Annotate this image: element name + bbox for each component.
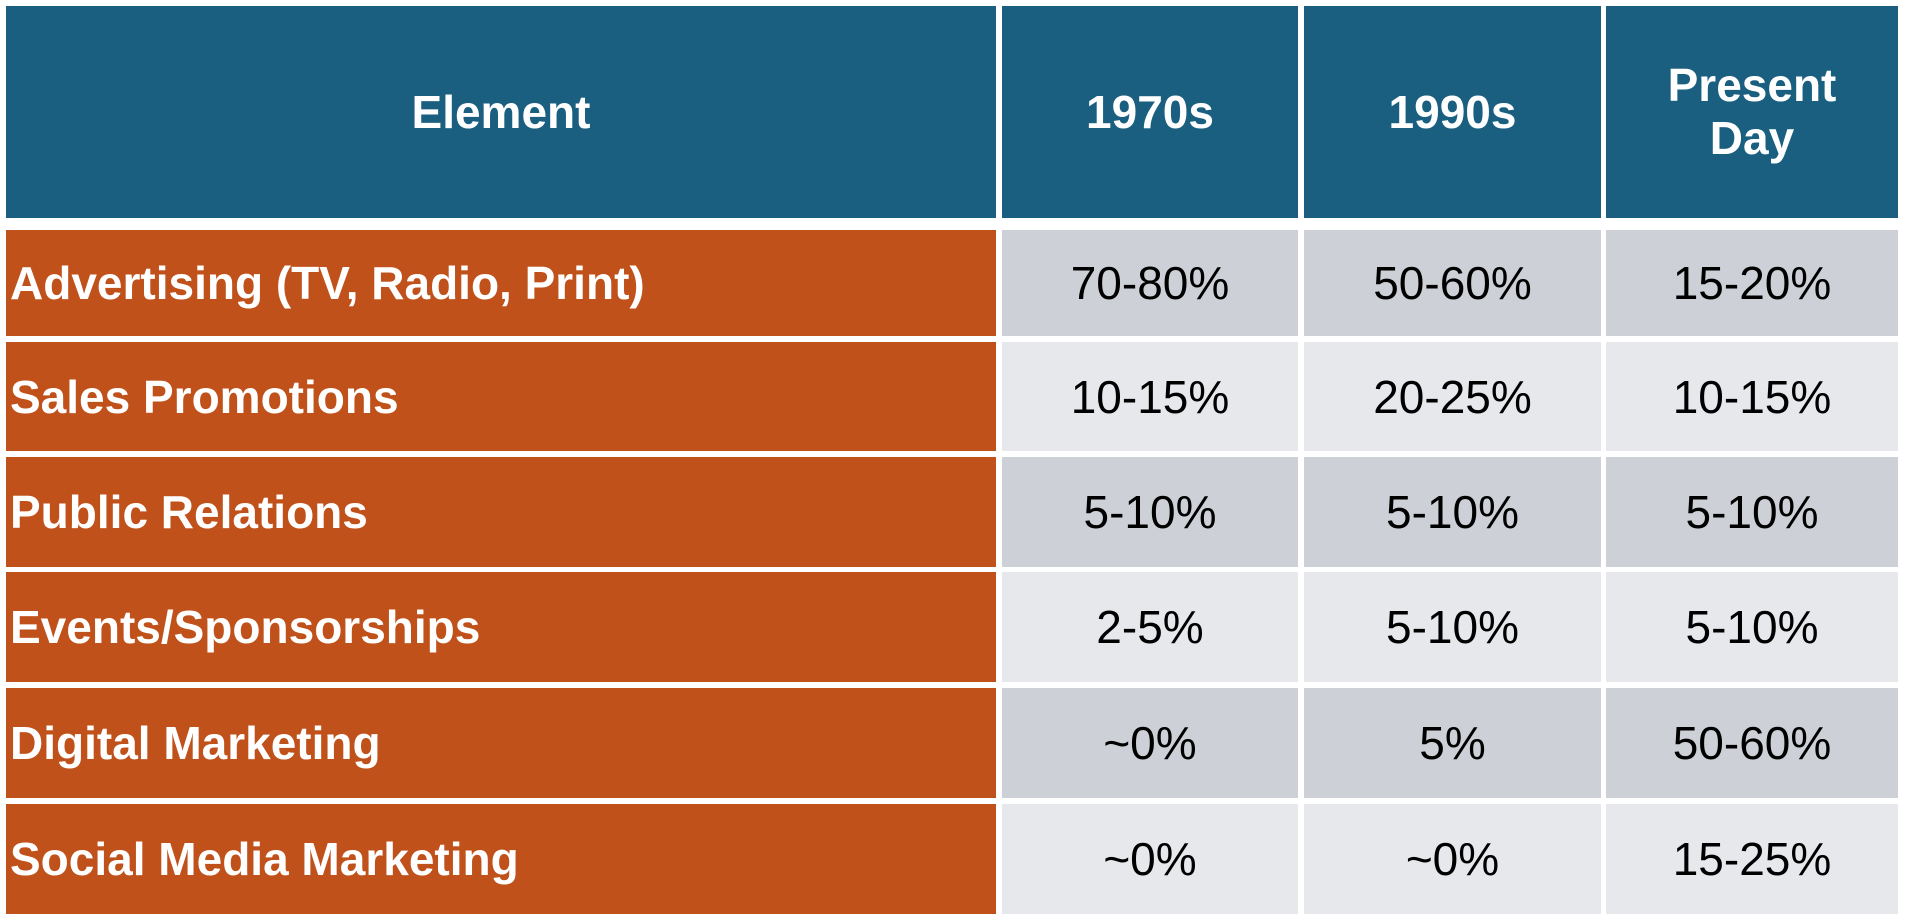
value-cell: ~0% [1002,804,1298,914]
header-cell-text: Present Day [1667,59,1837,164]
value-cell-text: 5-10% [1685,601,1819,653]
value-cell-text: 5-10% [1386,601,1519,653]
value-cell: 50-60% [1606,688,1898,798]
value-cell-text: ~0% [1103,833,1197,885]
value-cell-text: ~0% [1103,717,1197,769]
value-cell-text: 15-20% [1672,257,1832,309]
header-cell-text: 1990s [1388,85,1517,138]
row-label-text: Sales Promotions [10,370,399,423]
value-cell: ~0% [1002,688,1298,798]
row-label: Public Relations [6,457,996,567]
value-cell: ~0% [1304,804,1601,914]
row-label-text: Events/Sponsorships [10,601,481,653]
row-label-text: Public Relations [10,486,368,538]
value-cell-text: 10-15% [1070,370,1230,423]
value-cell: 5-10% [1606,457,1898,567]
value-cell-text: 2-5% [1096,601,1204,653]
value-cell-text: 5-10% [1386,486,1519,538]
value-cell-text: 50-60% [1672,717,1832,769]
header-cell: 1990s [1304,6,1601,218]
row-label: Digital Marketing [6,688,996,798]
row-label-text: Social Media Marketing [10,833,519,885]
value-cell: 10-15% [1002,342,1298,451]
value-cell: 15-25% [1606,804,1898,914]
value-cell-text: 5-10% [1685,486,1819,538]
value-cell: 20-25% [1304,342,1601,451]
value-cell-text: 10-15% [1672,370,1832,423]
value-cell-text: 5-10% [1083,486,1217,538]
value-cell: 5-10% [1304,457,1601,567]
value-cell: 70-80% [1002,230,1298,336]
row-label-text: Advertising (TV, Radio, Print) [10,257,645,309]
row-label: Social Media Marketing [6,804,996,914]
header-cell: Element [6,6,996,218]
value-cell: 5-10% [1002,457,1298,567]
value-cell: 5-10% [1304,572,1601,682]
value-cell: 10-15% [1606,342,1898,451]
row-label-text: Digital Marketing [10,717,381,769]
value-cell: 50-60% [1304,230,1601,336]
value-cell-text: 5% [1419,717,1486,769]
value-cell: 2-5% [1002,572,1298,682]
value-cell: 5-10% [1606,572,1898,682]
value-cell-text: 20-25% [1373,370,1532,423]
value-cell-text: 15-25% [1672,833,1832,885]
row-label: Advertising (TV, Radio, Print) [6,230,996,336]
value-cell-text: ~0% [1405,833,1500,885]
header-cell-text: 1970s [1086,85,1214,138]
value-cell-text: 50-60% [1373,257,1532,309]
header-cell: 1970s [1002,6,1298,218]
row-label: Events/Sponsorships [6,572,996,682]
value-cell-text: 70-80% [1070,257,1230,309]
header-cell: Present Day [1606,6,1898,218]
header-cell-text: Element [411,85,591,138]
value-cell: 15-20% [1606,230,1898,336]
row-label: Sales Promotions [6,342,996,451]
value-cell: 5% [1304,688,1601,798]
